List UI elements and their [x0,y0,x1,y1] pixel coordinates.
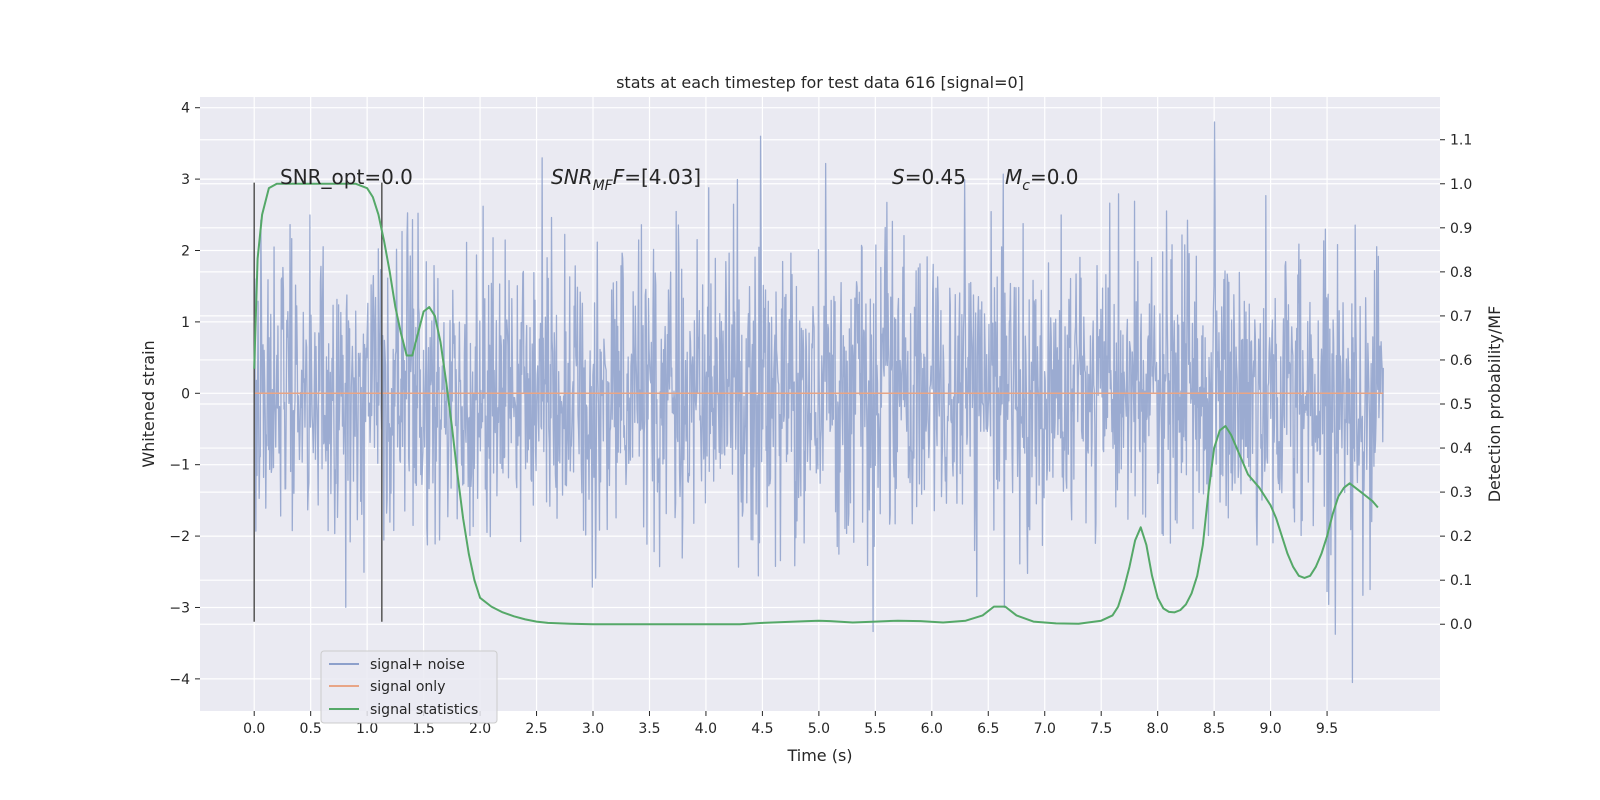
x-tick-label-9: 4.5 [751,721,773,737]
x-tick-label-8: 4.0 [695,721,717,737]
annotation-mc-base: M [1005,165,1022,189]
annotation-snr-mf-italic: F [613,165,625,189]
y-left-tick-label-3: 1 [181,315,190,331]
y-left-tick-label-4: 0 [181,386,190,402]
x-tick-label-7: 3.5 [638,721,660,737]
annotation-mc: Mc=0.0 [1005,165,1079,194]
x-tick-label-15: 7.5 [1090,721,1112,737]
x-tick-label-18: 9.0 [1259,721,1281,737]
signal-plus-noise-line [253,121,1384,684]
annotation-snr-opt: SNR_opt=0.0 [280,165,413,189]
x-tick-label-6: 3.0 [582,721,604,737]
y-right-tick-label-2: 0.9 [1450,221,1472,237]
x-tick-label-11: 5.5 [864,721,886,737]
x-tick-label-12: 6.0 [921,721,943,737]
legend-label-signal-plus-noise: signal+ noise [370,657,465,673]
y-left-tick-label-2: 2 [181,244,190,260]
annotation-snr-mf: SNRMFF=[4.03] [551,165,701,194]
x-tick-label-16: 8.0 [1147,721,1169,737]
x-tick-label-10: 5.0 [808,721,830,737]
y-left-axis-ticks: 4 3 2 1 0 −1 −2 −3 −4 [169,101,200,688]
y-right-tick-label-5: 0.6 [1450,353,1472,369]
annotation-s-symbol: S [892,165,905,189]
annotation-snr-mf-value: =[4.03] [624,165,701,189]
y-right-tick-label-7: 0.4 [1450,441,1472,457]
x-axis-label: Time (s) [786,746,852,765]
marker-lines [253,182,383,622]
chart-title: stats at each timestep for test data 616… [616,73,1024,92]
y-right-tick-label-6: 0.5 [1450,397,1472,413]
y-right-tick-label-8: 0.3 [1450,485,1472,501]
y-right-tick-label-1: 1.0 [1450,177,1472,193]
x-tick-label-14: 7.0 [1034,721,1056,737]
x-tick-label-0: 0.0 [243,721,265,737]
series-signal-plus-noise [253,121,1384,684]
x-tick-label-1: 0.5 [300,721,322,737]
y-left-tick-label-6: −2 [169,529,190,545]
annotation-s: S=0.45 [892,165,966,189]
legend-label-signal-only: signal only [370,679,445,695]
annotation-mc-sub: c [1022,178,1030,194]
legend-label-signal-statistics: signal statistics [370,702,478,718]
y-left-axis-label: Whitened strain [139,340,158,467]
y-right-tick-label-10: 0.1 [1450,573,1472,589]
x-tick-label-13: 6.5 [977,721,999,737]
y-right-axis-ticks: 1.1 1.0 0.9 0.8 0.7 0.6 0.5 0.4 0.3 0.2 0.1 0.0 [1440,133,1472,633]
x-axis-ticks: 0.0 0.5 1.0 1.5 2.0 2.5 3.0 3.5 4.0 4.5 5.0 5.5 6.0 6… [243,711,1338,737]
x-tick-label-17: 8.5 [1203,721,1225,737]
x-tick-label-5: 2.5 [525,721,547,737]
y-right-tick-label-3: 0.8 [1450,265,1472,281]
y-right-tick-label-9: 0.2 [1450,529,1472,545]
y-left-tick-label-5: −1 [169,458,190,474]
x-tick-label-2: 1.0 [356,721,378,737]
series-signal-statistics [253,182,1379,626]
y-right-tick-label-0: 1.1 [1450,133,1472,149]
y-right-tick-label-4: 0.7 [1450,309,1472,325]
y-left-tick-label-8: −4 [169,672,190,688]
y-right-tick-label-11: 0.0 [1450,617,1472,633]
y-left-tick-label-7: −3 [169,600,190,616]
x-tick-label-19: 9.5 [1316,721,1338,737]
y-left-tick-label-1: 3 [181,172,190,188]
legend-box [320,650,498,724]
y-right-axis-label: Detection probability/MF [1485,306,1504,503]
signal-statistics-line [253,182,1379,626]
y-left-tick-label-0: 4 [181,101,190,117]
annotation-snr-mf-base: SNR [551,165,593,189]
x-tick-label-3: 1.5 [412,721,434,737]
annotation-s-value: =0.45 [905,165,966,189]
x-tick-label-4: 2.0 [469,721,491,737]
annotation-snr-mf-sub: MF [593,178,614,194]
annotation-mc-value: =0.0 [1030,165,1079,189]
legend: signal+ noise signal only signal statist… [320,650,498,724]
